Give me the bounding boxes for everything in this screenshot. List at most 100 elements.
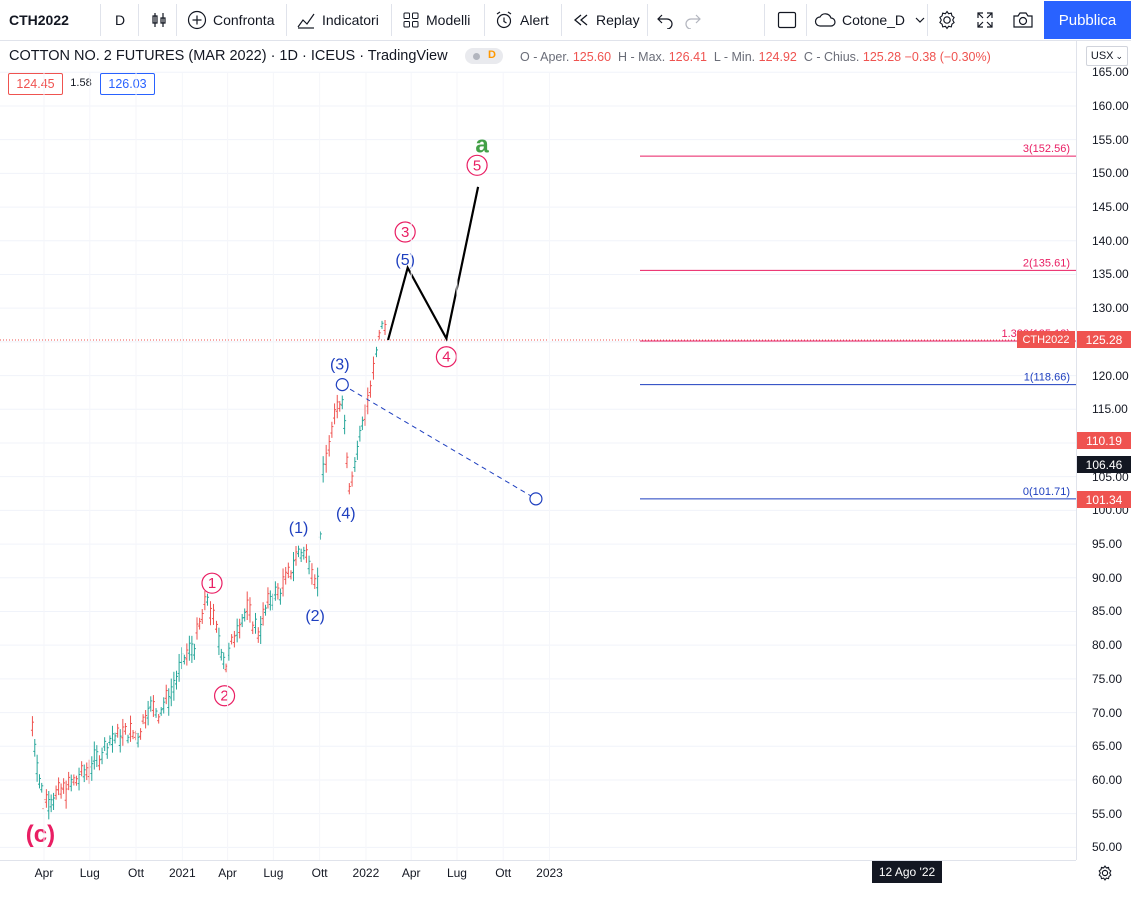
gear-icon [1098,865,1112,881]
fib-level-label: 1(118.66) [1024,372,1070,384]
y-tick-label: 55.00 [1092,806,1123,821]
price-axis[interactable] [1076,40,1131,860]
interval-badge: D [465,48,503,64]
indicators-button[interactable]: Indicatori [296,0,379,40]
divider [561,4,562,36]
open-label: O - Aper. [520,50,570,64]
y-tick-label: 105.00 [1092,469,1129,484]
layout-select-button[interactable] [777,0,797,40]
chart-type-button[interactable] [150,0,168,40]
wave-label-circle [201,572,223,594]
last-price-text: 125.28 [1085,332,1123,347]
symbol-price-tag: CTH2022 [1017,331,1075,348]
publish-button[interactable]: Pubblica [1044,1,1131,39]
divider [484,4,485,36]
y-tick-label: 80.00 [1092,638,1123,653]
gear-icon [939,10,955,30]
layout-square-icon [777,11,797,29]
fib-level-label: 2(135.61) [1023,257,1070,269]
indicators-icon [297,13,315,29]
wave-label-intermediate: (2) [305,608,325,625]
layout-name-label: Cotone_D [842,12,906,28]
interval-button[interactable]: D [115,0,125,40]
y-tick-label: 65.00 [1092,739,1123,754]
ask-price-label: 126.03 [108,77,147,91]
bid-price-button[interactable]: 124.45 [8,73,63,95]
close-value: 125.28 [862,50,902,64]
publish-label: Pubblica [1058,11,1117,29]
wave-label-intermediate: (5) [395,252,415,269]
wave-label-degree: a [475,131,489,158]
chevron-down-icon: ⌄ [1115,50,1124,61]
y-tick-label: 115.00 [1092,402,1128,417]
last-price-label: 125.28 [1077,331,1131,348]
divider [176,4,177,36]
replay-label: Replay [596,12,640,28]
y-tick-label: 160.00 [1092,98,1129,113]
replay-button[interactable]: Replay [572,0,640,40]
y-tick-label: 165.00 [1092,65,1129,80]
wave-label-degree: (c) [26,821,55,848]
spread-label: 1.58 [70,77,92,89]
symbol-tag-label: CTH2022 [1022,333,1070,346]
compare-label: Confronta [213,12,275,28]
symbol-search[interactable]: CTH2022 [9,0,69,40]
layout-name-button[interactable]: Cotone_D [814,0,927,40]
x-tick-label: Lug [446,866,467,880]
spread-value: 1.58 [66,73,96,93]
divider [764,4,765,36]
plus-circle-icon [187,10,207,30]
fullscreen-button[interactable] [975,0,995,40]
snapshot-button[interactable] [1012,0,1034,40]
interval-label: D [115,12,126,28]
undo-icon [657,14,673,29]
alert-button[interactable]: Alert [494,0,549,40]
x-tick-label: Lug [79,866,100,880]
divider [286,4,287,36]
wave-label-intermediate: (3) [330,356,350,373]
divider [647,4,648,36]
x-tick-label: Apr [218,866,237,880]
fib-anchor-point [335,378,349,392]
fib-level-label: 0(101.71) [1023,486,1070,498]
camera-icon [1013,12,1033,28]
change-value: −0.38 (−0.30%) [904,50,991,64]
time-axis[interactable] [0,860,1076,897]
fib-anchor-point [529,492,543,506]
templates-button[interactable]: Modelli [402,0,470,40]
y-tick-label: 75.00 [1092,671,1123,686]
divider [100,4,101,36]
y-tick-label: 85.00 [1092,604,1123,619]
fib-trend-line [342,384,537,500]
x-tick-label: Ott [128,866,145,880]
cloud-icon [814,13,836,27]
ask-price-button[interactable]: 126.03 [100,73,155,95]
chart-settings-button[interactable] [1096,864,1114,887]
divider [806,4,807,36]
close-label: C - Chius. [803,50,860,64]
high-label: H - Max. [618,50,666,64]
chevron-down-icon [915,17,925,23]
compare-button[interactable]: Confronta [187,0,274,40]
status-dot-icon [473,53,480,60]
x-tick-label: Ott [495,866,512,880]
currency-selector[interactable]: USX ⌄ [1086,46,1128,66]
wave-label-primary: 5 [473,157,481,174]
price-chart[interactable]: 3(152.56)2(135.61)1.382(125.13)1(118.66)… [0,0,1076,860]
candles-icon [152,13,166,27]
y-tick-label: 50.00 [1092,840,1123,855]
symbol-label: CTH2022 [9,12,69,28]
settings-button[interactable] [936,0,958,40]
fib-level-label: 3(152.56) [1023,143,1070,155]
chart-legend: COTTON NO. 2 FUTURES (MAR 2022) · 1D · I… [0,40,1080,72]
y-tick-label: 155.00 [1092,132,1129,147]
y-tick-label: 95.00 [1092,537,1123,552]
divider [927,4,928,36]
currency-label: USX [1090,50,1114,62]
wave-label-circle [466,154,488,176]
undo-button[interactable] [656,0,674,40]
redo-button[interactable] [684,0,702,40]
fullscreen-icon [977,12,993,28]
y-tick-label: 140.00 [1092,233,1129,248]
templates-grid-icon [403,12,419,28]
